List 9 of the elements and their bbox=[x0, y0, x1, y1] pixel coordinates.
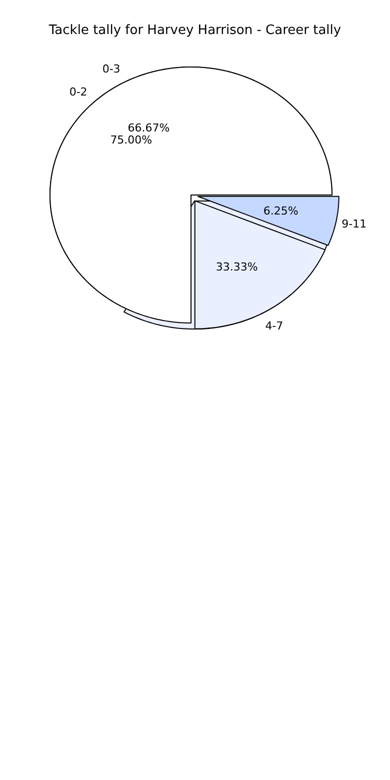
slice-label: 0-3 bbox=[102, 62, 120, 76]
slice-label: 9-11 bbox=[342, 218, 367, 231]
data-label: 6.25% bbox=[263, 204, 298, 218]
chart-title: Tackle tally for Harvey Harrison - Career tally bbox=[48, 23, 342, 38]
slice-label: 4-7 bbox=[265, 319, 284, 332]
data-label: 33.33% bbox=[216, 260, 258, 274]
slice-label: 0-2 bbox=[69, 86, 88, 99]
data-label: 75.00% bbox=[110, 134, 152, 147]
data-label: 66.67% bbox=[128, 121, 170, 135]
